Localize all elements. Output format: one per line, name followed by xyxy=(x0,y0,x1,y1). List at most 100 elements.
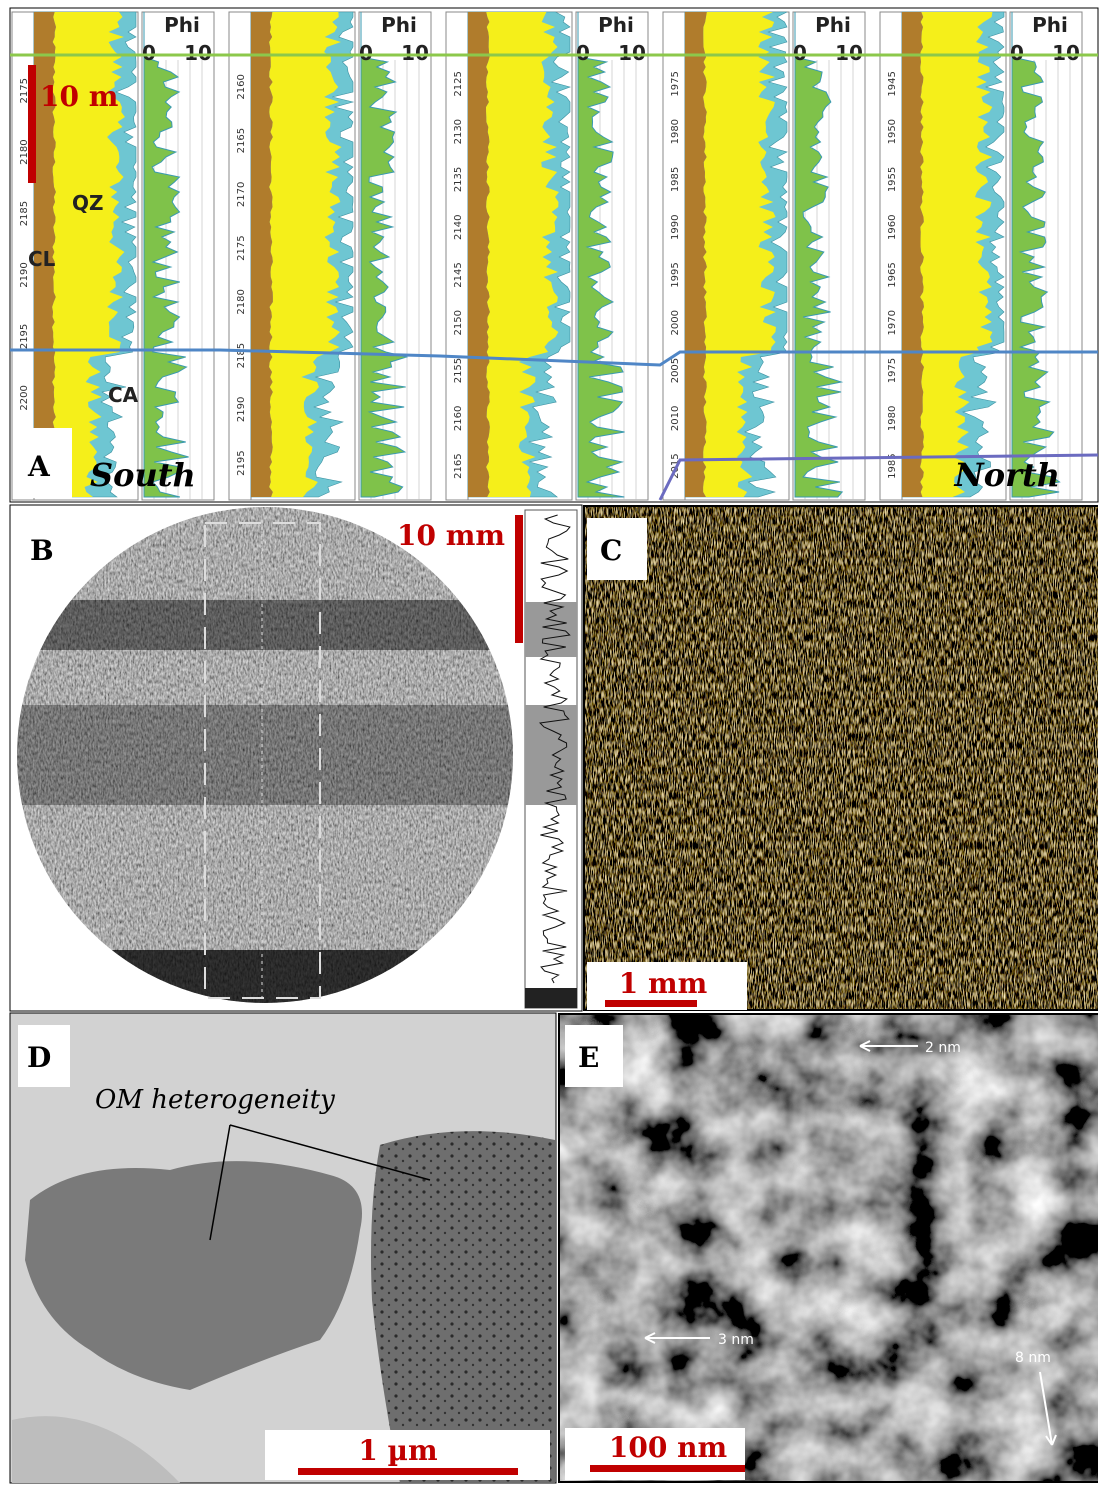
depth-label: 2185 xyxy=(19,201,30,226)
scale-max: 10 xyxy=(1052,41,1080,65)
track-title: Phi xyxy=(1032,13,1068,37)
correlation-base xyxy=(10,348,1098,367)
depth-label: 2165 xyxy=(236,128,247,153)
ct-slice xyxy=(17,507,513,1003)
depth-label: 2165 xyxy=(453,453,464,478)
lithology-label: CL xyxy=(28,247,56,271)
clay-fill xyxy=(685,12,707,497)
depth-label: 2160 xyxy=(453,406,464,431)
scale-label: 10 mm xyxy=(397,519,505,552)
depth-label: 2185 xyxy=(236,343,247,368)
sand-fill xyxy=(920,12,993,497)
scale-min: 0 xyxy=(359,41,373,65)
annotation: OM heterogeneity xyxy=(95,1085,335,1115)
scale-bar xyxy=(28,65,36,183)
sand-fill xyxy=(269,12,342,497)
track-title: Phi xyxy=(598,13,634,37)
pore-label: 8 nm xyxy=(1015,1350,1051,1366)
depth-label: 1970 xyxy=(887,310,898,335)
depth-label: 2190 xyxy=(236,397,247,422)
depth-label: 2125 xyxy=(453,71,464,96)
label-box xyxy=(587,518,647,580)
depth-label: 1980 xyxy=(887,406,898,431)
depth-label: 2135 xyxy=(453,167,464,192)
caption: North xyxy=(954,456,1061,494)
phi-fill xyxy=(794,12,844,498)
panel-b: B 10 mm xyxy=(9,504,583,1012)
arrow xyxy=(859,1040,918,1052)
panel-a: Phi0102175218021852190219522002205Phi010… xyxy=(9,7,1099,503)
lithology-label: QZ xyxy=(72,191,104,215)
depth-label: 1995 xyxy=(670,262,681,287)
clay-fill xyxy=(468,12,490,497)
depth-label: 1960 xyxy=(887,214,898,239)
scale-label: 1 µm xyxy=(358,1434,437,1467)
depth-label: 2190 xyxy=(19,262,30,287)
depth-label: 1950 xyxy=(887,119,898,144)
scale-min: 0 xyxy=(793,41,807,65)
track-title: Phi xyxy=(381,13,417,37)
track-title: Phi xyxy=(164,13,200,37)
track-title: Phi xyxy=(815,13,851,37)
clay-fill xyxy=(251,12,273,497)
phi-fill xyxy=(360,12,409,498)
depth-label: 2010 xyxy=(670,406,681,431)
om-grain-porous xyxy=(371,1131,555,1483)
depth-label: 2195 xyxy=(19,324,30,349)
depth-label: 2150 xyxy=(453,310,464,335)
depth-label: 2180 xyxy=(19,139,30,164)
arrow xyxy=(644,1332,710,1344)
panel-c: C 1 mm xyxy=(583,505,1098,1011)
correlation-deep xyxy=(658,453,1099,501)
arrow xyxy=(209,1124,431,1241)
depth-label: 2005 xyxy=(670,358,681,383)
phi-fill xyxy=(1011,12,1061,498)
scale-min: 0 xyxy=(142,41,156,65)
depth-label: 2175 xyxy=(19,78,30,103)
caption: South xyxy=(90,456,196,494)
sand-fill xyxy=(486,12,559,497)
sem-image xyxy=(560,1015,1098,1481)
depth-label: 2160 xyxy=(236,74,247,99)
pore-label: 3 nm xyxy=(718,1332,754,1348)
clay-fill xyxy=(34,12,56,497)
scale-min: 0 xyxy=(576,41,590,65)
scale-max: 10 xyxy=(618,41,646,65)
scale-label: 1 mm xyxy=(619,967,707,1000)
depth-label: 2175 xyxy=(236,235,247,260)
depth-label: 2000 xyxy=(670,310,681,335)
scale-max: 10 xyxy=(835,41,863,65)
label-box xyxy=(565,1025,623,1087)
depth-label: 1985 xyxy=(887,453,898,478)
clay-fill xyxy=(902,12,924,497)
depth-label: 1985 xyxy=(670,167,681,192)
depth-label: 2155 xyxy=(453,358,464,383)
depth-label: 1965 xyxy=(887,262,898,287)
arrow xyxy=(1039,1371,1057,1446)
depth-label: 2170 xyxy=(236,182,247,207)
panel-label: B xyxy=(30,534,54,567)
panel-label: A xyxy=(27,450,51,483)
depth-label: 1975 xyxy=(670,71,681,96)
label-box xyxy=(22,518,72,580)
depth-label: 1945 xyxy=(887,71,898,96)
depth-label: 2140 xyxy=(453,214,464,239)
label-box xyxy=(18,1025,70,1087)
panel-d: OM heterogeneity D 1 µm xyxy=(9,1012,557,1484)
scale-bar xyxy=(590,1465,745,1472)
panel-label: E xyxy=(578,1041,599,1074)
om-grain xyxy=(25,1161,362,1390)
scale-label: 10 m xyxy=(40,80,118,113)
pore-label: 2 nm xyxy=(925,1040,961,1056)
phi-fill xyxy=(143,12,189,498)
panel-label: D xyxy=(27,1041,51,1074)
depth-label: 1980 xyxy=(670,119,681,144)
scale-bar xyxy=(515,515,523,643)
scale-max: 10 xyxy=(184,41,212,65)
scale-bar xyxy=(298,1468,518,1475)
profile-band xyxy=(525,988,577,1008)
sand-fill xyxy=(52,12,125,497)
scale-label: 100 nm xyxy=(609,1431,727,1464)
depth-label: 2200 xyxy=(19,385,30,410)
